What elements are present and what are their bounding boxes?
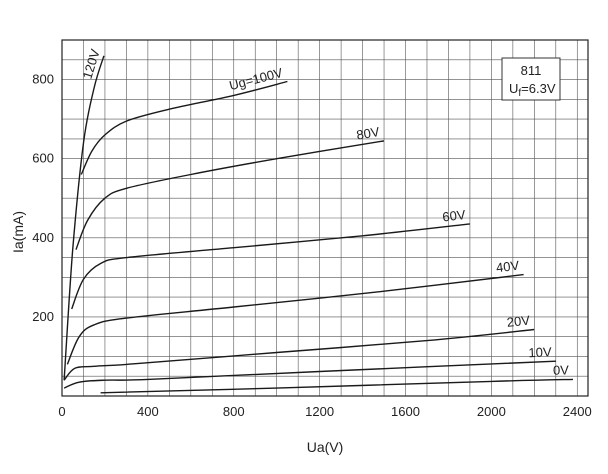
x-tick-label: 800 — [223, 404, 245, 419]
curve-label-60v: 60V — [442, 207, 467, 224]
curve-10v — [63, 360, 556, 389]
curve-label-20v: 20V — [506, 313, 531, 330]
y-tick-label: 400 — [32, 230, 54, 245]
curve-label-0v: 0V — [553, 362, 570, 377]
curve-80v — [75, 140, 385, 250]
filament-symbol: U — [509, 81, 518, 96]
x-tick-label: 2000 — [477, 404, 506, 419]
curve-60v — [71, 223, 470, 310]
curve-label-40v: 40V — [495, 258, 520, 276]
x-tick-label: 1200 — [305, 404, 334, 419]
filament-voltage-label: Uf=6.3V — [509, 81, 556, 99]
x-tick-label: 400 — [137, 404, 159, 419]
x-tick-label: 0 — [58, 404, 65, 419]
info-box-frame — [501, 57, 561, 101]
filament-value: =6.3V — [521, 81, 556, 96]
curve-120v — [63, 55, 105, 381]
y-tick-label: 800 — [32, 72, 54, 87]
curve-ug-100v — [80, 80, 288, 175]
y-tick-label: 600 — [32, 151, 54, 166]
curve-20v — [63, 328, 535, 381]
x-tick-labels: 0 400 800 1200 1600 2000 2400 — [58, 404, 591, 419]
x-tick-label: 1600 — [391, 404, 420, 419]
filament-subscript: f — [518, 88, 521, 99]
curve-label-80v: 80V — [355, 124, 381, 143]
plot-frame — [61, 39, 589, 397]
y-axis-title: Ia(mA) — [10, 211, 26, 253]
x-axis-title: Ua(V) — [307, 439, 344, 455]
axes — [61, 39, 589, 397]
y-tick-labels: 200 400 600 800 — [32, 72, 54, 324]
tube-type-label: 811 — [521, 63, 542, 78]
x-tick-label: 2400 — [563, 404, 592, 419]
curve-40v — [66, 273, 524, 365]
curve-label-10v: 10V — [528, 344, 552, 360]
y-tick-label: 200 — [32, 309, 54, 324]
curve-0v — [100, 378, 574, 394]
info-box: 811 Uf=6.3V — [501, 57, 561, 101]
